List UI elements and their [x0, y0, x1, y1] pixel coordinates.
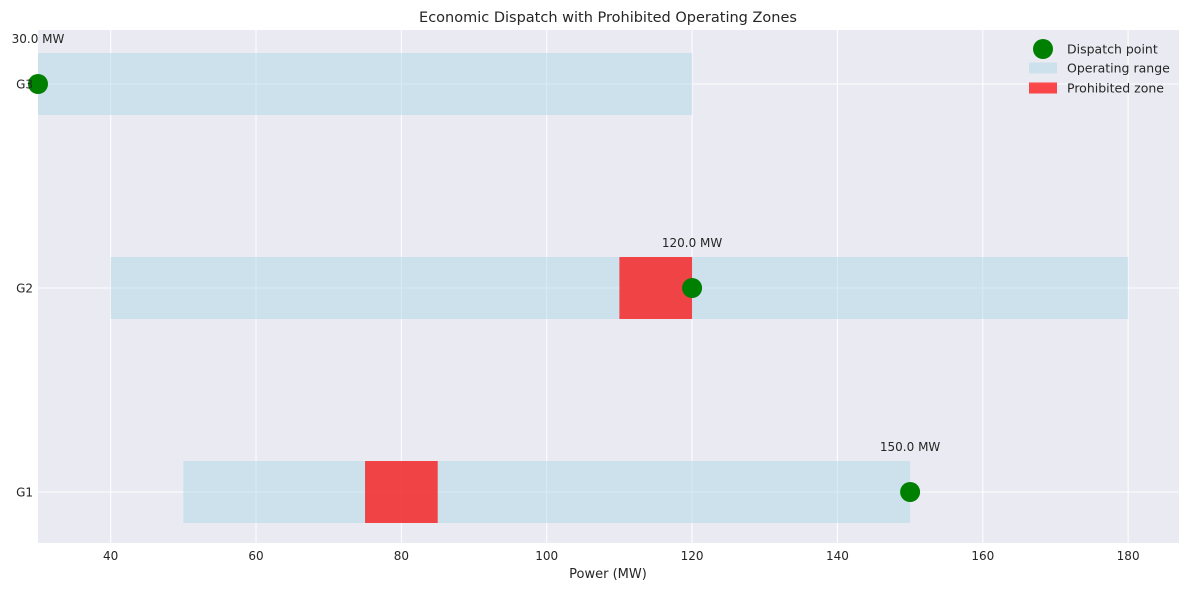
legend-swatch-prohibited	[1029, 82, 1057, 94]
legend-label: Operating range	[1067, 61, 1170, 76]
operating-range-bar	[38, 53, 693, 115]
x-axis-label: Power (MW)	[569, 567, 647, 582]
legend-label: Prohibited zone	[1067, 81, 1164, 96]
dispatch-point	[682, 278, 703, 298]
y-tick-label: G2	[16, 282, 33, 296]
x-tick-label: 120	[681, 549, 704, 563]
legend-swatch-range	[1029, 62, 1057, 74]
x-tick-label: 100	[535, 549, 558, 563]
x-axis-ticks: 40 60 80 100 120 140 160 180	[103, 549, 1140, 563]
x-tick-label: 60	[248, 549, 263, 563]
chart-title: Economic Dispatch with Prohibited Operat…	[419, 10, 797, 26]
dispatch-labels: 150.0 MW 120.0 MW 30.0 MW	[12, 32, 941, 454]
legend-label: Dispatch point	[1067, 42, 1158, 57]
dispatch-label: 30.0 MW	[12, 32, 65, 46]
dispatch-point	[28, 74, 48, 94]
x-tick-label: 180	[1117, 549, 1140, 563]
prohibited-zone-bars	[365, 257, 693, 523]
legend-marker-dispatch	[1033, 39, 1053, 59]
operating-range-bar	[183, 461, 911, 523]
chart-legend: Dispatch point Operating range Prohibited …	[1029, 39, 1170, 96]
dispatch-label: 150.0 MW	[880, 440, 941, 454]
y-tick-label: G1	[16, 486, 33, 500]
x-tick-label: 140	[826, 549, 849, 563]
prohibited-zone-bar	[619, 257, 693, 319]
y-axis-ticks: G1 G2 G3	[16, 78, 33, 500]
prohibited-zone-bar	[365, 461, 438, 523]
dispatch-points	[28, 74, 921, 502]
dispatch-point	[900, 482, 921, 502]
y-tick-label: G3	[16, 78, 33, 92]
x-tick-label: 160	[971, 549, 994, 563]
x-tick-label: 40	[103, 549, 118, 563]
dispatch-label: 120.0 MW	[662, 236, 723, 250]
x-tick-label: 80	[394, 549, 409, 563]
